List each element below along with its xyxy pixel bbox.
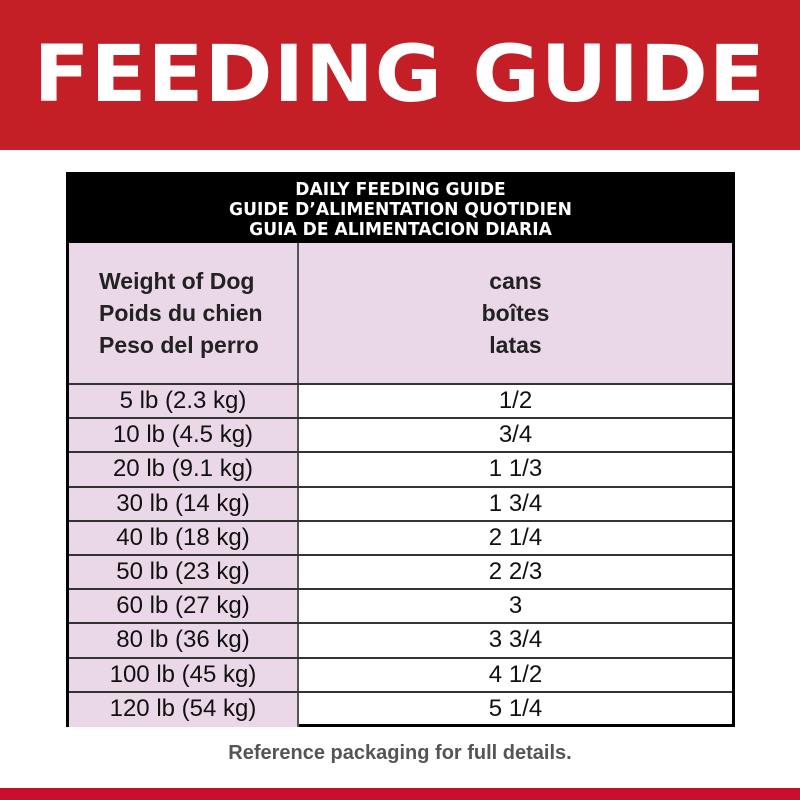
amount-cell: 3/4 <box>498 421 533 449</box>
weight-cell: 40 lb (18 kg) <box>69 521 299 554</box>
header-label: Weight of Dog <box>99 268 255 294</box>
amount-cell: 5 1/4 <box>488 694 543 722</box>
table-title: DAILY FEEDING GUIDE GUIDE D’ALIMENTATION… <box>69 175 732 243</box>
amount-cell: 2 2/3 <box>488 557 543 585</box>
amount-cell: 1/2 <box>498 387 533 414</box>
table-row: 20 lb (9.1 kg) 1 1/3 <box>69 453 732 488</box>
feeding-table: DAILY FEEDING GUIDE GUIDE D’ALIMENTATION… <box>66 172 735 727</box>
table-row: 60 lb (27 kg) 3 <box>69 590 732 625</box>
header-label: latas <box>489 332 542 358</box>
footer-note: Reference packaging for full details. <box>228 742 572 764</box>
table-title-fr: GUIDE D’ALIMENTATION QUOTIDIEN <box>229 199 572 220</box>
weight-cell: 60 lb (27 kg) <box>69 590 299 623</box>
table-row: 50 lb (23 kg) 2 2/3 <box>69 555 732 591</box>
table-row: 100 lb (45 kg) 4 1/2 <box>69 658 732 693</box>
amount-cell: 1 1/3 <box>488 455 543 483</box>
table-row: 40 lb (18 kg) 2 1/4 <box>69 521 732 556</box>
table-row: 10 lb (4.5 kg) 3/4 <box>69 419 732 454</box>
weight-cell: 10 lb (4.5 kg) <box>69 419 299 452</box>
amount-cell: 4 1/2 <box>488 660 543 688</box>
weight-cell: 100 lb (45 kg) <box>69 658 299 691</box>
weight-cell: 5 lb (2.3 kg) <box>69 385 299 418</box>
table-row: 120 lb (54 kg) 5 1/4 <box>69 692 732 727</box>
amount-cell: 2 1/4 <box>488 523 543 551</box>
column-header-amount: cans boîtes latas <box>299 243 732 383</box>
page-title: FEEDING GUIDE <box>33 30 767 120</box>
table-title-en: DAILY FEEDING GUIDE <box>295 179 506 200</box>
weight-cell: 50 lb (23 kg) <box>69 555 299 589</box>
header-label: Poids du chien <box>99 300 263 326</box>
table-row: 80 lb (36 kg) 3 3/4 <box>69 624 732 659</box>
bottom-stripe <box>0 788 800 800</box>
table-row: 30 lb (14 kg) 1 3/4 <box>69 487 732 522</box>
header-label: cans <box>489 268 542 294</box>
title-banner: FEEDING GUIDE <box>0 0 800 150</box>
weight-cell: 30 lb (14 kg) <box>69 487 299 520</box>
table-body: 5 lb (2.3 kg) 1/2 10 lb (4.5 kg) 3/4 20 lb (… <box>69 385 732 727</box>
header-label: Peso del perro <box>99 332 259 358</box>
column-header-row: Weight of Dog Poids du chien Peso del pe… <box>69 243 732 385</box>
weight-cell: 120 lb (54 kg) <box>69 692 299 727</box>
weight-cell: 80 lb (36 kg) <box>69 624 299 657</box>
column-header-weight: Weight of Dog Poids du chien Peso del pe… <box>69 243 299 383</box>
table-row: 5 lb (2.3 kg) 1/2 <box>69 385 732 420</box>
amount-cell: 3 <box>508 592 523 620</box>
amount-cell: 3 3/4 <box>488 626 543 654</box>
table-title-es: GUIA DE ALIMENTACION DIARIA <box>249 219 552 240</box>
weight-cell: 20 lb (9.1 kg) <box>69 453 299 486</box>
amount-cell: 1 3/4 <box>488 489 543 517</box>
header-label: boîtes <box>481 300 550 326</box>
